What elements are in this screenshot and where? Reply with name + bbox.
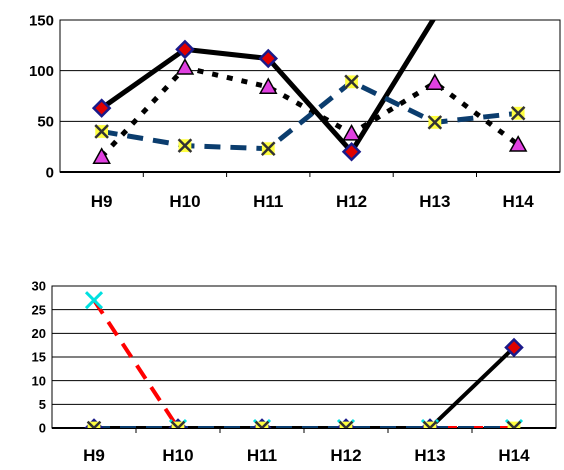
plot-area [59,19,561,173]
y-tick-label: 20 [32,326,46,341]
y-tick-label: 0 [46,164,54,181]
series-line-2 [94,346,516,428]
y-tick-label: 50 [37,114,54,131]
x-tick-label: H14 [503,192,535,211]
x-tick-label: H9 [83,446,105,465]
data-point-s2 [258,77,278,95]
x-tick-label: H12 [336,192,367,211]
top-line-chart: 0 50 100 150 H9 H10 H11 H12 H13 H14 [29,12,561,211]
data-point-s3 [260,141,276,156]
y-tick-label: 100 [29,63,54,80]
x-tick-label: H13 [414,446,445,465]
data-point-s1 [341,141,362,162]
data-point-s3 [422,420,438,428]
data-point-s3 [86,420,102,428]
x-tick-label: H10 [162,446,193,465]
data-point-s3 [344,74,359,90]
y-tick-label: 25 [32,302,46,317]
data-point-s3 [94,124,109,139]
x-tick-label: H14 [498,446,530,465]
y-tick-label: 30 [32,279,46,294]
data-point-s3 [506,420,522,428]
data-point-s1 [175,39,195,60]
series-line-1 [100,20,436,155]
data-point-s1 [84,291,104,310]
data-point-s3 [338,420,354,428]
x-tick-label: H10 [169,192,200,211]
y-tick-label: 0 [39,421,46,436]
y-tick-label: 15 [32,350,46,365]
y-tick-label: 5 [39,397,46,412]
data-point-s3 [170,420,186,428]
x-tick-label: H11 [253,192,283,211]
data-point-s2 [425,73,445,90]
x-tick-label: H11 [247,446,277,465]
y-tick-label: 150 [29,12,54,29]
x-tick-label: H9 [91,192,113,211]
data-point-s2 [175,58,195,75]
x-tick-label: H13 [419,192,450,211]
series-line-2 [99,65,520,159]
bottom-line-chart: 0 5 10 15 20 25 30 H9 H10 H11 H12 H13 H14 [32,279,557,465]
data-point-s1 [91,98,112,118]
data-point-s3 [254,420,270,428]
x-tick-label: H12 [330,446,361,465]
data-point-s3 [177,138,193,153]
data-point-s2 [508,135,528,152]
data-point-s2 [504,337,524,358]
data-point-s1 [258,48,279,69]
data-point-s2 [342,123,361,141]
series-line-3 [101,79,519,152]
y-tick-label: 10 [32,373,46,388]
data-point-s3 [510,105,526,121]
data-point-s3 [427,115,443,130]
data-point-s2 [92,147,111,164]
